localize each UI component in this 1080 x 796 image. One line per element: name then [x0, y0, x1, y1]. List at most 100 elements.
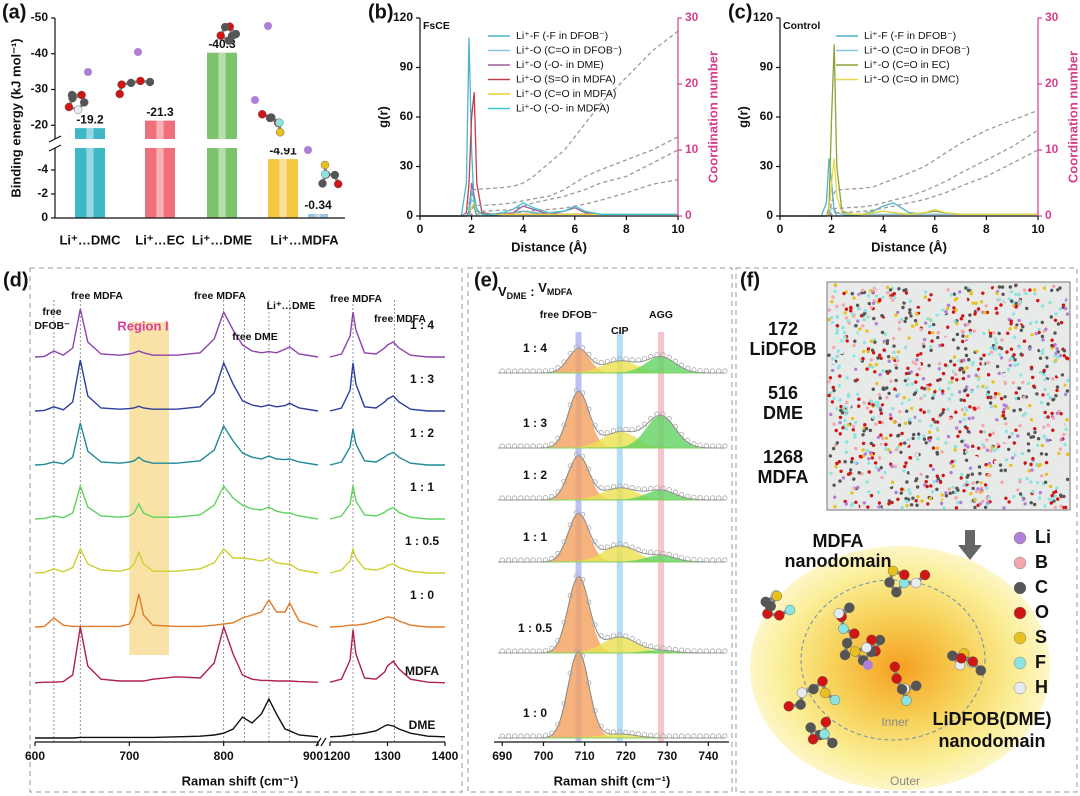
md-atom	[907, 488, 911, 492]
md-atom	[1002, 506, 1006, 510]
md-atom	[936, 437, 940, 441]
md-atom	[869, 441, 873, 446]
measured-point	[685, 647, 691, 654]
md-atom	[845, 339, 849, 343]
measured-point	[617, 356, 623, 362]
md-atom	[963, 298, 968, 302]
md-atom	[919, 408, 923, 412]
md-atom	[868, 433, 873, 437]
md-atom	[877, 456, 882, 460]
md-atom	[971, 301, 975, 305]
md-atom	[1049, 315, 1054, 319]
annotation: free MDFA	[71, 290, 123, 302]
md-atom	[875, 414, 879, 418]
md-atom	[1043, 504, 1047, 508]
md-atom	[877, 490, 881, 495]
md-atom	[855, 303, 860, 307]
md-atom	[989, 350, 994, 355]
md-atom	[871, 443, 876, 448]
md-atom	[850, 416, 855, 421]
md-atom	[954, 401, 958, 405]
x-tick-label: 700	[533, 749, 553, 763]
atom	[829, 694, 841, 706]
md-atom	[835, 314, 840, 319]
md-atom	[871, 301, 876, 305]
md-atom	[896, 310, 900, 315]
md-atom	[955, 378, 959, 382]
measured-point	[505, 557, 512, 563]
md-atom	[999, 474, 1004, 479]
md-atom	[1035, 450, 1039, 454]
atom	[863, 660, 873, 670]
md-atom	[930, 339, 934, 343]
md-atom	[1018, 308, 1022, 312]
md-atom	[931, 417, 935, 422]
atom	[820, 716, 832, 728]
md-atom	[896, 497, 900, 501]
atom	[967, 656, 979, 667]
md-atom	[897, 423, 902, 427]
component-band	[657, 332, 664, 742]
coordination-line	[780, 109, 1039, 217]
md-atom	[1049, 370, 1053, 374]
md-atom	[884, 313, 888, 317]
spectrum	[329, 724, 446, 738]
md-atom	[1012, 494, 1016, 499]
md-atom	[895, 355, 899, 359]
md-atom	[890, 480, 895, 484]
atom	[901, 695, 912, 706]
measured-point	[512, 733, 518, 739]
md-atom	[867, 470, 871, 474]
md-atom	[827, 393, 831, 398]
md-atom	[932, 480, 936, 484]
md-atom	[962, 479, 966, 483]
md-atom	[960, 439, 964, 444]
md-atom	[1062, 349, 1067, 353]
md-atom	[884, 447, 888, 451]
y-axis-label: g(r)	[375, 106, 390, 128]
md-atom	[1032, 346, 1036, 350]
md-atom	[920, 386, 924, 390]
md-atom	[1055, 347, 1059, 351]
md-atom	[871, 387, 875, 391]
md-atom	[905, 409, 909, 413]
md-atom	[1043, 480, 1048, 484]
md-atom	[891, 407, 895, 411]
md-atom	[861, 288, 865, 293]
md-atom	[836, 369, 840, 373]
md-atom	[943, 435, 947, 440]
x-tick-label: Li⁺…DMC	[59, 232, 121, 247]
md-atom	[899, 491, 903, 495]
measured-point	[604, 430, 610, 436]
md-atom	[862, 429, 866, 433]
md-atom	[1054, 351, 1058, 355]
md-atom	[867, 461, 871, 465]
measured-point	[648, 643, 654, 649]
md-atom	[857, 465, 861, 470]
md-atom	[841, 364, 845, 368]
panel-label: (c)	[728, 1, 752, 23]
md-atom	[908, 456, 912, 460]
md-atom	[938, 480, 943, 484]
md-atom	[899, 442, 903, 446]
md-atom	[1062, 432, 1066, 437]
md-atom	[1008, 374, 1012, 378]
md-atom	[908, 299, 913, 303]
atom-legend-swatch	[1013, 556, 1027, 570]
md-atom	[865, 406, 869, 410]
md-atom	[908, 491, 912, 496]
md-atom	[1054, 394, 1058, 398]
md-atom	[929, 464, 933, 468]
md-atom	[984, 492, 988, 496]
md-atom	[984, 304, 988, 308]
md-atom	[922, 410, 926, 414]
md-atom	[995, 491, 999, 495]
md-atom	[939, 413, 943, 417]
spectrum	[329, 362, 445, 412]
md-atom	[878, 373, 882, 377]
md-atom	[1014, 292, 1018, 297]
md-atom	[1033, 445, 1037, 449]
x-tick-label: 2	[468, 222, 475, 236]
md-atom	[972, 336, 976, 341]
measured-point	[549, 493, 555, 500]
